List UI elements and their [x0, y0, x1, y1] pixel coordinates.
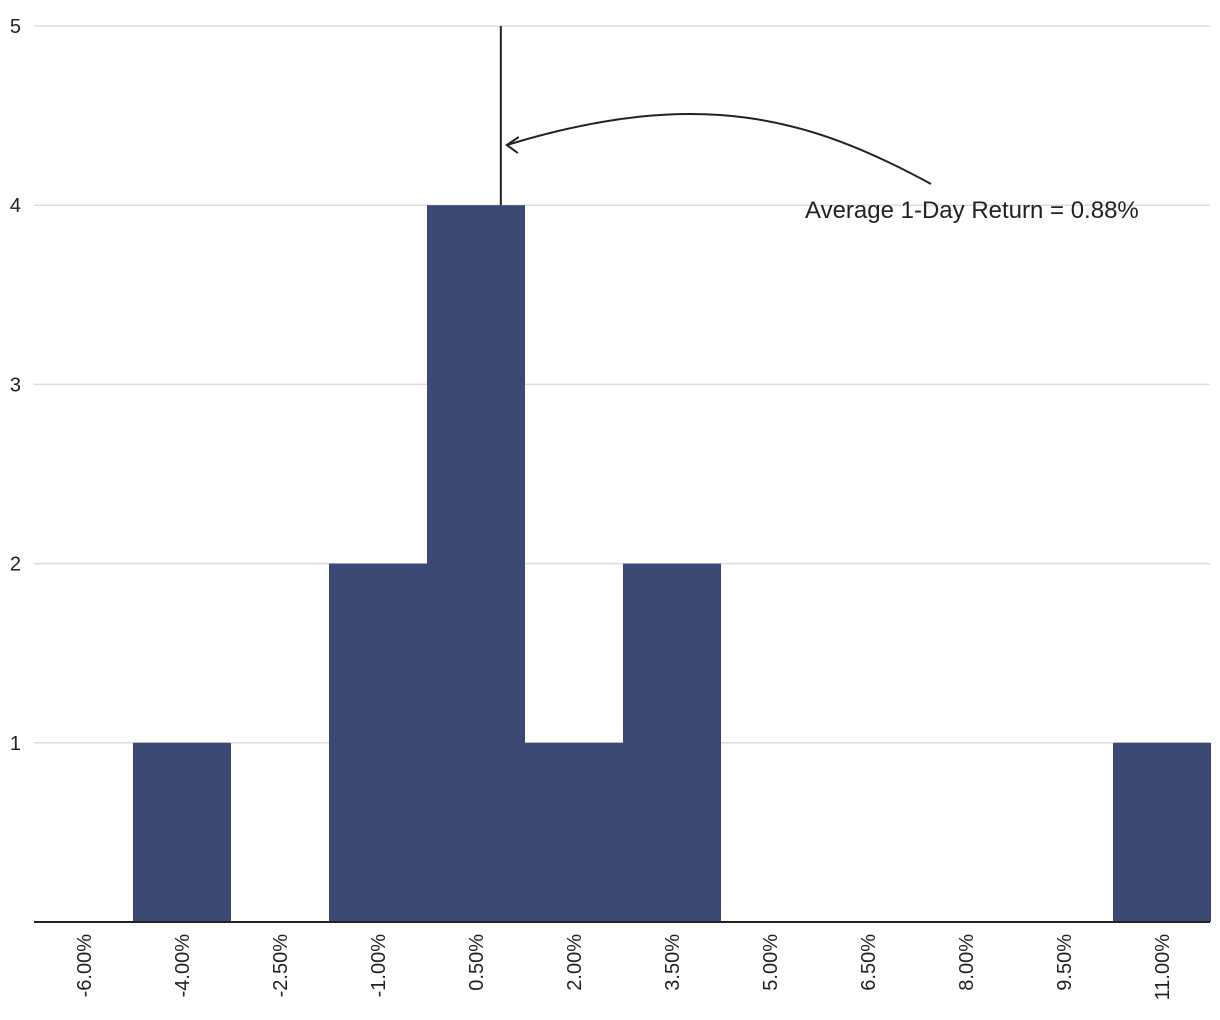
x-tick-label: 9.50%	[1054, 934, 1076, 991]
bar-2.00%	[525, 742, 623, 922]
x-tick-label: 0.50%	[466, 934, 488, 991]
y-tick-labels: 1 2 3 4 5	[10, 16, 21, 755]
x-tick-label: -2.50%	[270, 934, 292, 998]
average-annotation: Average 1-Day Return = 0.88%	[499, 26, 1139, 224]
y-tick-label: 3	[10, 374, 21, 396]
x-tick-label: 2.00%	[564, 934, 586, 991]
x-tick-label: 6.50%	[858, 934, 880, 991]
y-tick-label: 2	[10, 554, 21, 576]
annotation-arrowhead	[505, 136, 520, 154]
annotation-label: Average 1-Day Return = 0.88%	[805, 197, 1139, 224]
gridlines	[34, 25, 1210, 744]
y-tick-label: 4	[10, 195, 21, 217]
x-tick-label: 5.00%	[760, 934, 782, 991]
x-tick-label: 8.00%	[956, 934, 978, 991]
x-tick-labels: -6.00% -4.00% -2.50% -1.00% 0.50% 2.00% 3.50% 5…	[74, 934, 1174, 1001]
bar-0.50%	[427, 205, 525, 922]
x-tick-label: -1.00%	[368, 934, 390, 998]
bar-3.50%	[623, 563, 721, 922]
y-tick-label: 5	[10, 16, 21, 38]
x-tick-label: -4.00%	[172, 934, 194, 998]
bar-11.00%	[1113, 742, 1211, 922]
x-tick-label: 11.00%	[1152, 934, 1174, 1001]
bars	[133, 205, 1211, 922]
bar--1.00%	[329, 563, 427, 922]
y-tick-label: 1	[10, 733, 21, 755]
bar--4.00%	[133, 742, 231, 922]
annotation-arrow	[506, 112, 932, 185]
x-tick-label: 3.50%	[662, 934, 684, 991]
x-tick-label: -6.00%	[74, 934, 96, 998]
